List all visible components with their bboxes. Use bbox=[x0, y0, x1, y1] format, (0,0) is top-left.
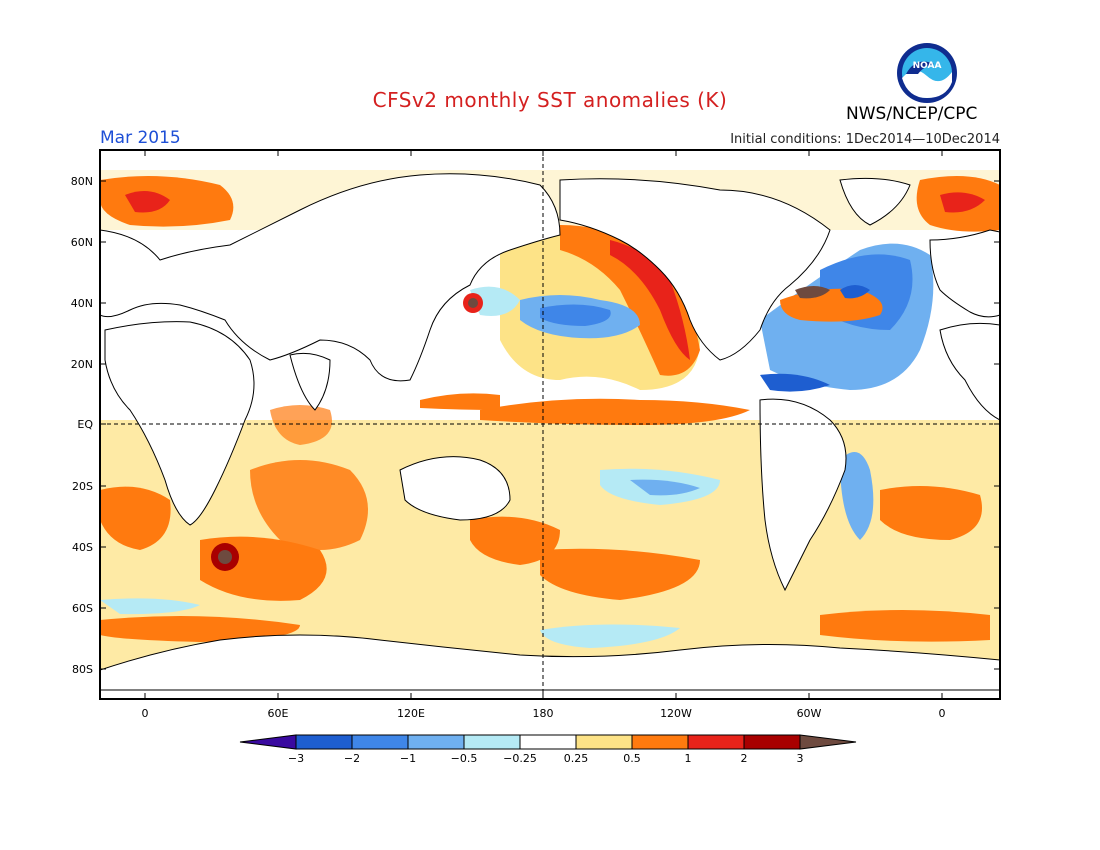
lat-tick-label: 40S bbox=[72, 541, 93, 554]
colorbar-cell-high-extend bbox=[799, 734, 857, 750]
colorbar-cell bbox=[463, 734, 521, 750]
lat-tick-label: 60S bbox=[72, 602, 93, 615]
colorbar-cell bbox=[687, 734, 745, 750]
longitude-axis: 0 60E 120E 180 120W 60W 0 bbox=[142, 150, 946, 720]
colorbar-cell bbox=[351, 734, 409, 750]
lon-tick-label: 120E bbox=[397, 707, 425, 720]
lon-tick-label: 60E bbox=[268, 707, 289, 720]
colorbar-tick-label: 0.5 bbox=[623, 752, 641, 765]
lat-tick-label: 80N bbox=[71, 175, 93, 188]
colorbar-tick-label: −0.5 bbox=[451, 752, 478, 765]
lat-tick-label: EQ bbox=[77, 418, 93, 431]
lat-tick-label: 60N bbox=[71, 236, 93, 249]
colorbar-cell bbox=[407, 734, 465, 750]
lat-tick-label: 80S bbox=[72, 663, 93, 676]
lon-tick-label: 60W bbox=[797, 707, 822, 720]
colorbar-tick-label: 3 bbox=[797, 752, 804, 765]
colorbar-cell bbox=[295, 734, 353, 750]
lat-tick-label: 20S bbox=[72, 480, 93, 493]
colorbar-tick-label: −3 bbox=[288, 752, 304, 765]
valid-month: Mar 2015 bbox=[100, 128, 181, 148]
lon-tick-label: 180 bbox=[533, 707, 554, 720]
colorbar-cell bbox=[743, 734, 801, 750]
colorbar-tick-label: 0.25 bbox=[564, 752, 589, 765]
lat-tick-label: 40N bbox=[71, 297, 93, 310]
initial-conditions: Initial conditions: 1Dec2014—10Dec2014 bbox=[730, 132, 1000, 147]
lon-tick-label: 0 bbox=[939, 707, 946, 720]
continents bbox=[100, 173, 1000, 691]
lon-tick-label: 0 bbox=[142, 707, 149, 720]
colorbar-cell bbox=[631, 734, 689, 750]
colorbar-cell-low-extend bbox=[239, 734, 297, 750]
colorbar-tick-label: 1 bbox=[685, 752, 692, 765]
colorbar-tick-label: −0.25 bbox=[503, 752, 537, 765]
colorbar-cell bbox=[575, 734, 633, 750]
map-title: CFSv2 monthly SST anomalies (K) bbox=[372, 88, 728, 112]
colorbar-tick-label: −2 bbox=[344, 752, 360, 765]
colorbar-cell bbox=[519, 734, 577, 750]
logo-text: NOAA bbox=[913, 61, 942, 71]
org-label: NWS/NCEP/CPC bbox=[846, 104, 978, 124]
latitude-axis: 80N 60N 40N 20N EQ 20S 40S 60S 80S bbox=[71, 175, 1000, 676]
colorbar: −3 −2 −1 −0.5 −0.25 0.25 0.5 1 2 3 bbox=[239, 734, 857, 765]
noaa-logo: NOAA bbox=[896, 42, 958, 108]
lat-tick-label: 20N bbox=[71, 358, 93, 371]
lon-tick-label: 120W bbox=[660, 707, 692, 720]
colorbar-tick-label: 2 bbox=[741, 752, 748, 765]
colorbar-tick-label: −1 bbox=[400, 752, 416, 765]
